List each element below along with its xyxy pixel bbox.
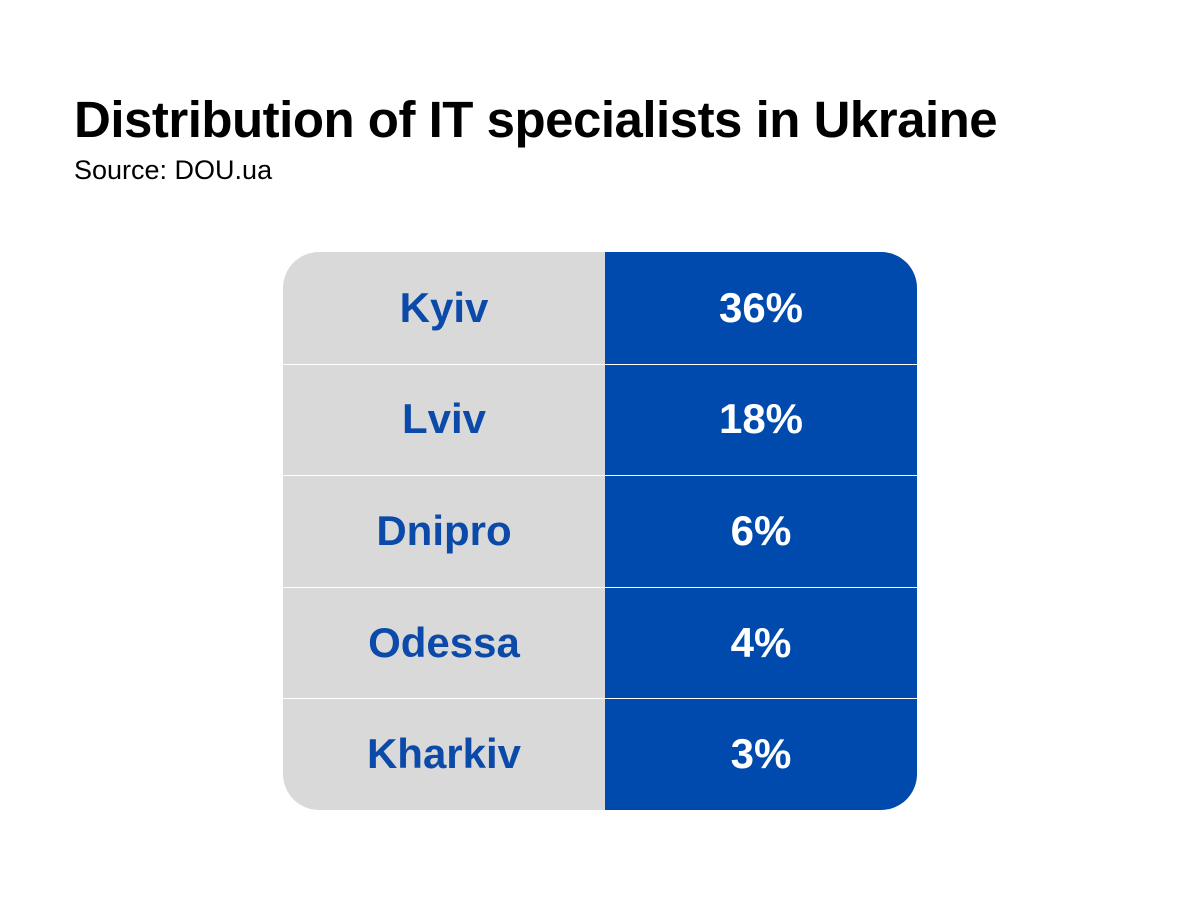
table-row: Odessa 4% <box>283 586 917 699</box>
city-label: Odessa <box>368 618 520 666</box>
row-divider <box>283 698 605 700</box>
table-row: Kyiv 36% <box>283 252 917 364</box>
city-label: Lviv <box>401 395 487 443</box>
value-column-background <box>605 252 917 810</box>
share-value: 3% <box>730 730 792 778</box>
row-divider <box>605 475 917 477</box>
row-divider <box>605 363 917 365</box>
city-label: Dnipro <box>376 506 512 554</box>
share-value: 36% <box>718 283 804 331</box>
city-label: Kharkiv <box>366 730 522 778</box>
row-divider <box>605 698 917 700</box>
share-value: 4% <box>730 618 792 666</box>
column-divider <box>604 252 605 810</box>
table-row: Kharkiv 3% <box>283 698 917 810</box>
page-title: Distribution of IT specialists in Ukrain… <box>74 91 998 148</box>
share-value: 6% <box>730 506 792 554</box>
row-divider <box>605 586 917 588</box>
share-value: 18% <box>718 395 804 443</box>
row-divider <box>283 363 605 365</box>
distribution-table: Kyiv 36% Lviv 18% Dnipro 6% Odessa 4% Kharkiv 3% <box>283 252 917 810</box>
row-divider <box>283 586 605 588</box>
table-row: Dnipro 6% <box>283 475 917 587</box>
source-subtitle: Source: DOU.ua <box>74 155 273 185</box>
city-label: Kyiv <box>399 283 489 331</box>
row-divider <box>283 475 605 477</box>
table-row: Lviv 18% <box>283 363 917 476</box>
